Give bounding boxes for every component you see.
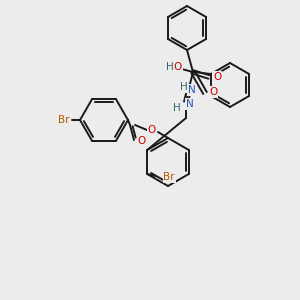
Text: O: O bbox=[148, 125, 156, 135]
Text: N: N bbox=[186, 99, 194, 109]
Text: O: O bbox=[138, 136, 146, 146]
Text: O: O bbox=[174, 62, 182, 72]
Text: Br: Br bbox=[164, 172, 175, 182]
Text: N: N bbox=[188, 85, 196, 95]
Text: H: H bbox=[173, 103, 181, 113]
Text: O: O bbox=[213, 72, 221, 82]
Text: Br: Br bbox=[58, 115, 70, 125]
Text: H: H bbox=[166, 62, 174, 72]
Text: O: O bbox=[209, 87, 217, 97]
Text: H: H bbox=[180, 82, 188, 92]
